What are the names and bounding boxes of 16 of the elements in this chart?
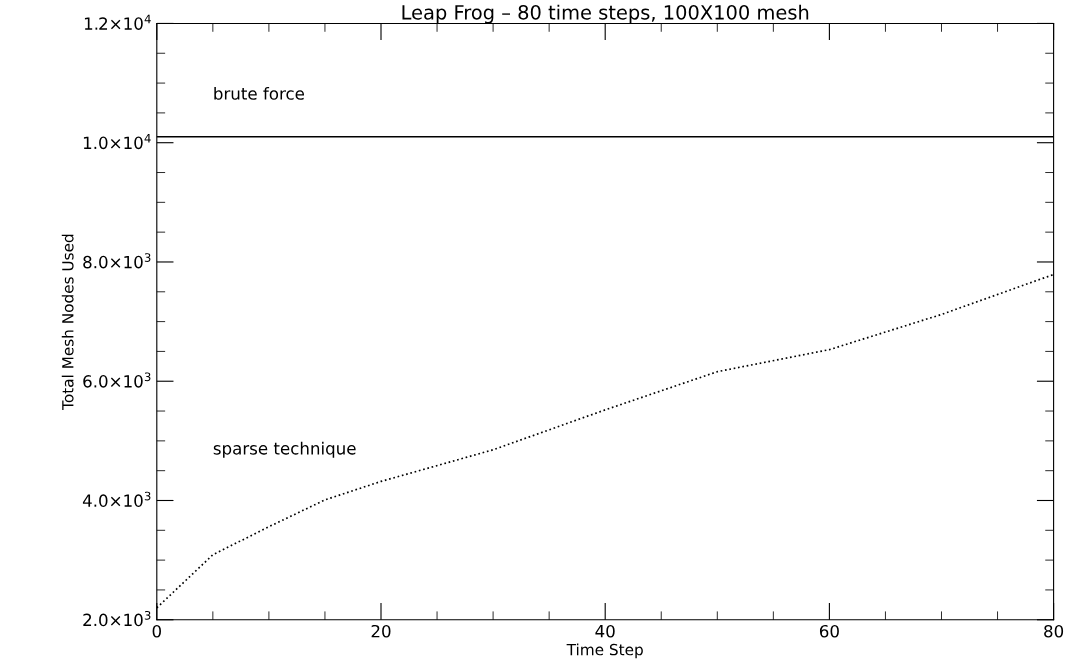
y-tick-label: 4.0×10$^{3}$	[82, 491, 151, 507]
y-tick-label: 2.0×10$^{3}$	[83, 610, 151, 627]
y-tick-label: 6.0×10$^{3}$	[83, 372, 151, 388]
x-tick-label: 40	[595, 624, 615, 638]
x-axis-title: Time Step	[566, 643, 643, 659]
chart-title: Leap Frog – 80 time steps, 100X100 mesh	[402, 4, 809, 24]
y-axis-title: Total Mesh Nodes Used	[61, 234, 74, 410]
y-tick-label: 1.2×10$^{4}$	[84, 14, 151, 30]
y-tick-label: 8.0×10$^{3}$	[83, 253, 151, 269]
annotation: sparse technique	[213, 441, 356, 458]
x-tick-label: 20	[371, 624, 391, 638]
x-tick-label: 0	[152, 624, 161, 638]
y-tick-label: 1.0×10$^{4}$	[83, 134, 151, 150]
x-tick-label: 80	[1044, 624, 1064, 638]
annotation: brute force	[214, 86, 305, 100]
x-tick-label: 60	[819, 624, 839, 638]
